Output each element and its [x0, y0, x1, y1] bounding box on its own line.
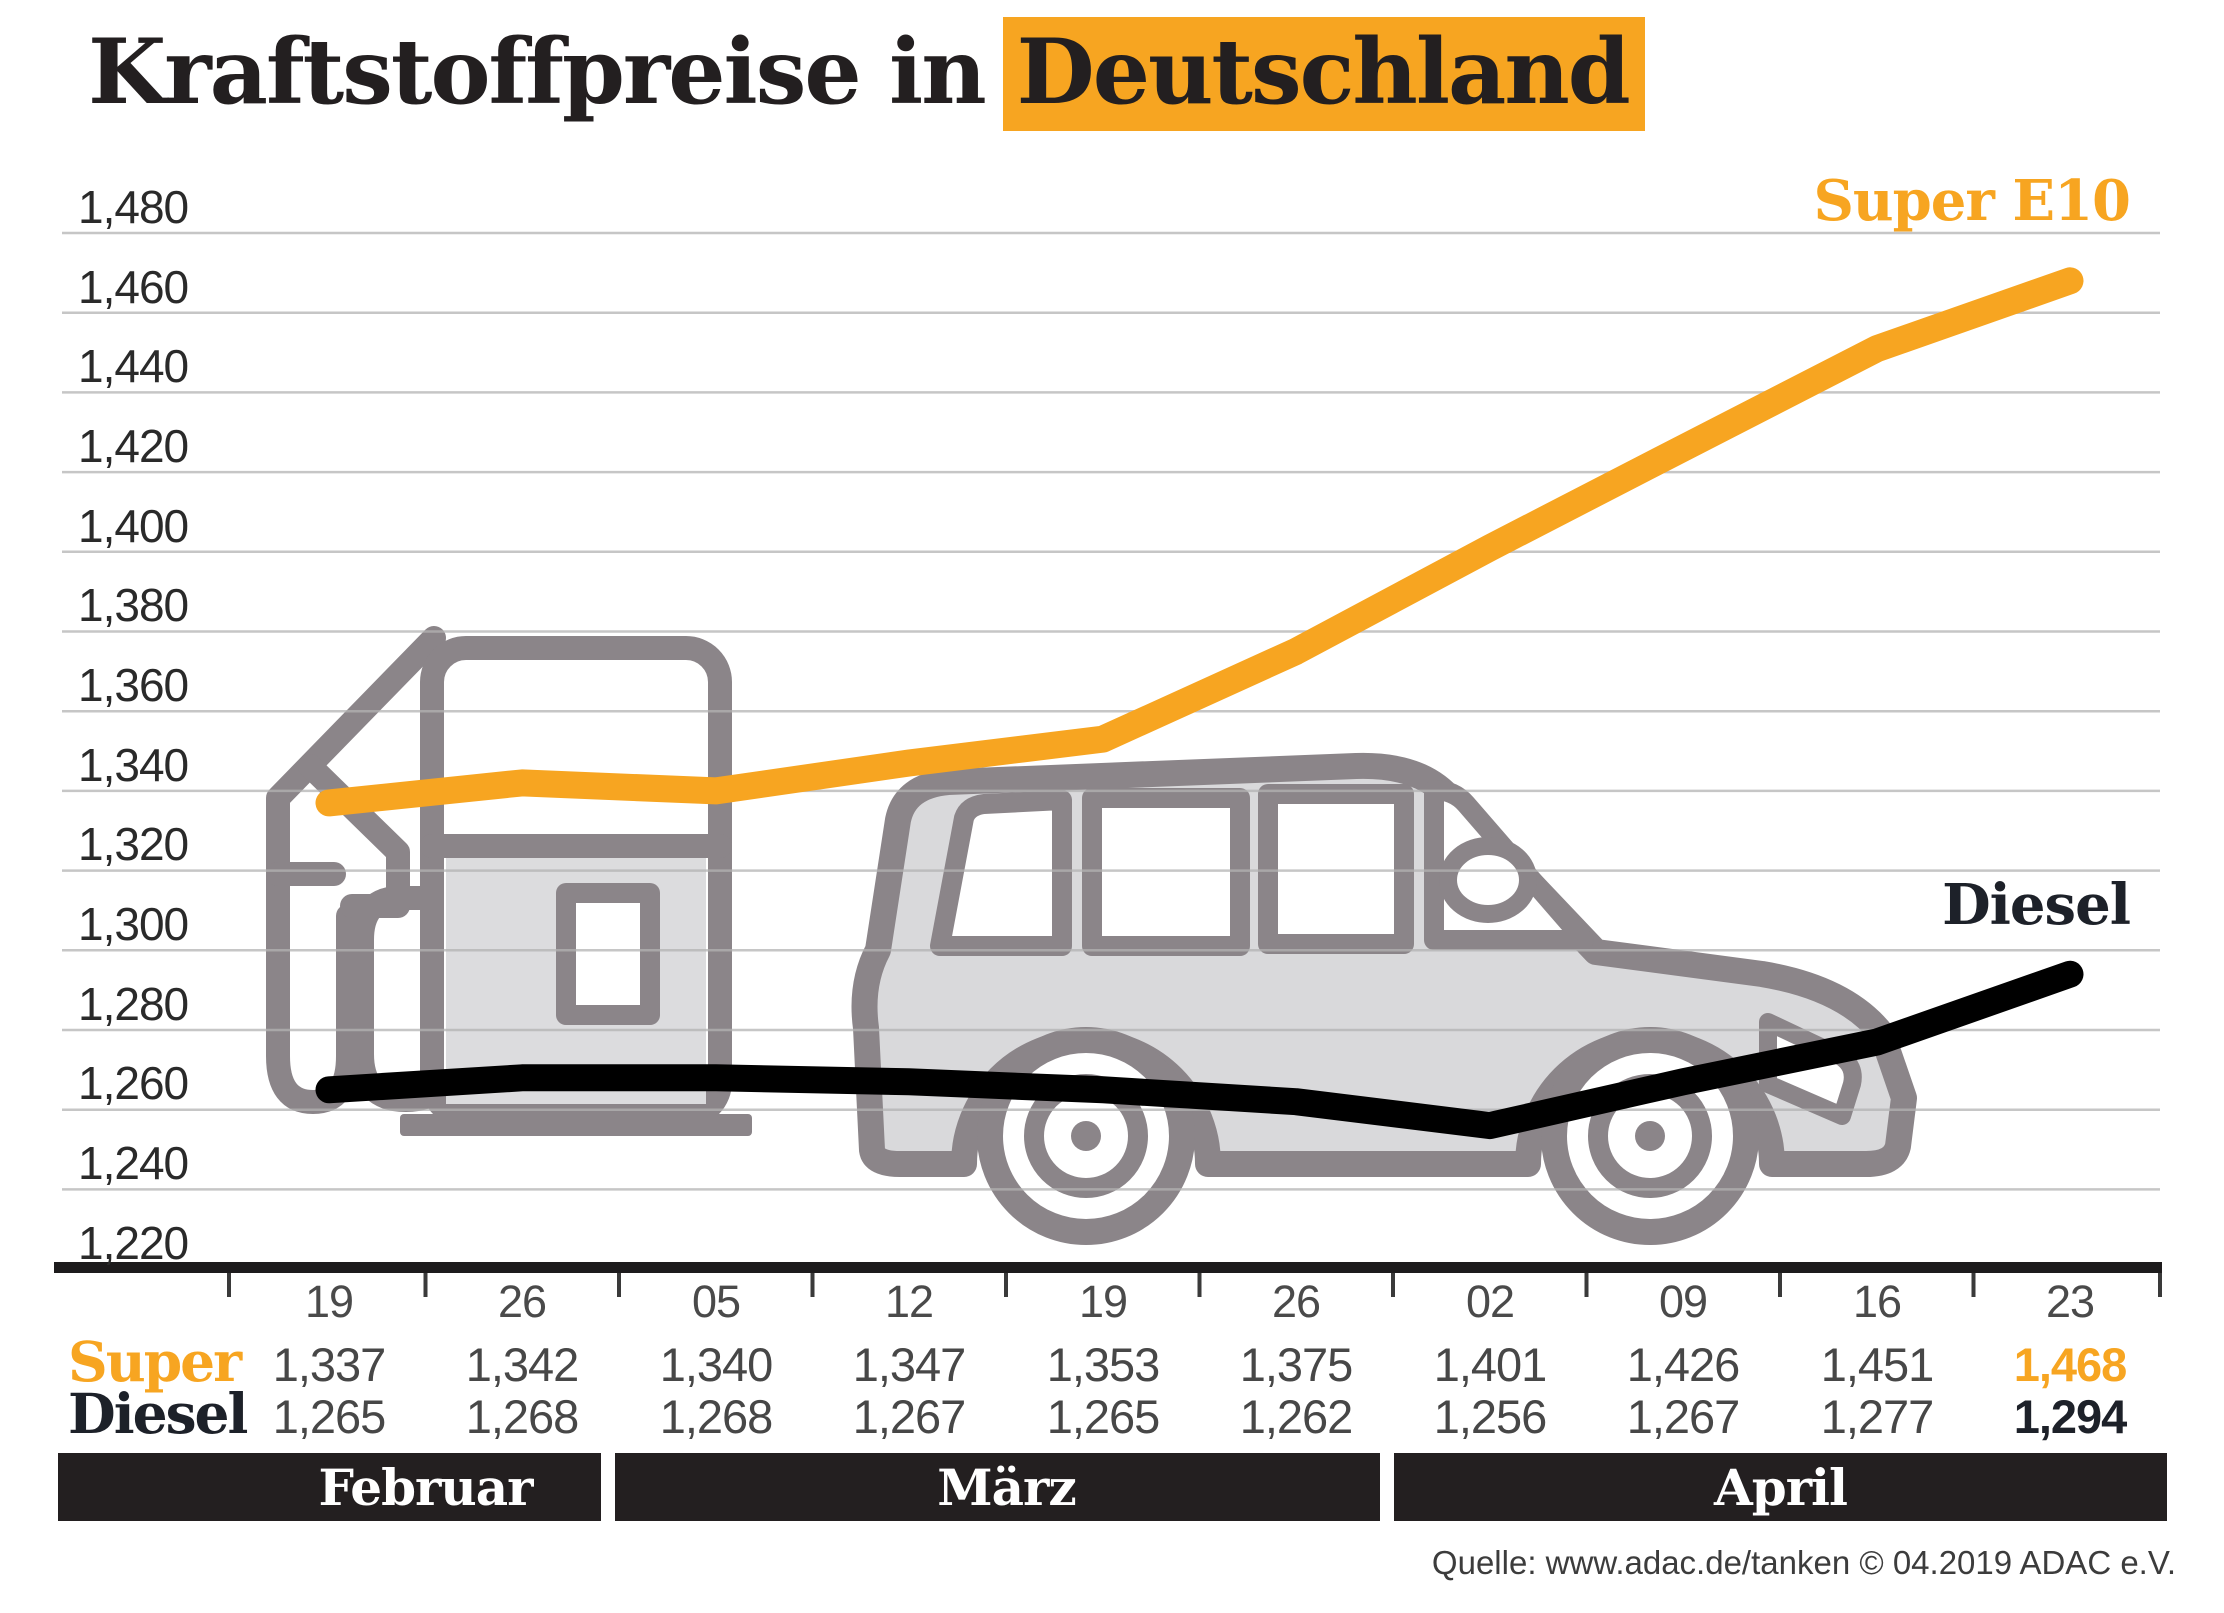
x-tick-label: 26	[1271, 1276, 1321, 1327]
diesel-value: 1,268	[659, 1390, 774, 1443]
source-credit: Quelle: www.adac.de/tanken © 04.2019 ADA…	[1431, 1544, 2176, 1581]
super-e10-line	[315, 267, 2084, 817]
x-tick-label: 19	[1078, 1276, 1128, 1327]
y-tick-label: 1,300	[78, 898, 189, 950]
y-tick-label: 1,240	[78, 1137, 189, 1189]
month-band-april: April	[1394, 1453, 2167, 1521]
month-band-maerz: März	[615, 1453, 1380, 1521]
x-tick-label: 19	[304, 1276, 354, 1327]
month-label: März	[937, 1457, 1076, 1517]
super-value: 1,342	[465, 1338, 580, 1391]
super-value: 1,401	[1433, 1338, 1548, 1391]
x-tick-label: 16	[1852, 1276, 1902, 1327]
diesel-value: 1,265	[1046, 1390, 1161, 1443]
diesel-value: 1,277	[1820, 1390, 1935, 1443]
super-value-latest: 1,468	[2013, 1338, 2128, 1391]
row-label-diesel: Diesel	[68, 1381, 248, 1446]
diesel-value: 1,267	[1626, 1390, 1741, 1443]
y-tick-label: 1,400	[78, 500, 189, 552]
diesel-value: 1,262	[1239, 1390, 1354, 1443]
diesel-value-latest: 1,294	[2013, 1390, 2128, 1443]
page-title: Kraftstoffpreise in Deutschland	[88, 17, 1645, 131]
y-tick-label: 1,320	[78, 818, 189, 870]
super-value: 1,375	[1239, 1338, 1354, 1391]
x-axis-ticks	[227, 1273, 2162, 1297]
car-icon	[851, 752, 1917, 1245]
month-label: April	[1713, 1457, 1848, 1517]
diesel-value: 1,267	[852, 1390, 967, 1443]
car-mirror	[1439, 837, 1537, 923]
legend-diesel: Diesel	[1942, 872, 2131, 938]
car-window-rear	[930, 790, 1072, 956]
x-tick-label: 05	[691, 1276, 741, 1327]
y-tick-label: 1,480	[78, 181, 189, 233]
row-label-super: Super	[68, 1329, 242, 1394]
x-tick-label: 23	[2045, 1276, 2095, 1327]
car-wheel-rear	[977, 1027, 1195, 1245]
fuel-pump-icon	[266, 626, 752, 1136]
super-value: 1,451	[1820, 1338, 1935, 1391]
diesel-value: 1,268	[465, 1390, 580, 1443]
pump-door	[556, 883, 660, 1025]
super-value: 1,337	[272, 1338, 387, 1391]
y-tick-label: 1,360	[78, 659, 189, 711]
y-tick-label: 1,440	[78, 340, 189, 392]
legend-super-e10: Super E10	[1813, 168, 2131, 234]
car-window-mid2	[1258, 784, 1414, 954]
y-tick-label: 1,260	[78, 1057, 189, 1109]
y-tick-label: 1,220	[78, 1217, 189, 1269]
x-tick-label: 12	[884, 1276, 934, 1327]
series-lines	[315, 267, 2084, 1140]
diesel-value: 1,265	[272, 1390, 387, 1443]
x-tick-label: 26	[497, 1276, 547, 1327]
super-value: 1,426	[1626, 1338, 1741, 1391]
diesel-line	[315, 960, 2084, 1140]
y-tick-label: 1,460	[78, 261, 189, 313]
title-highlight: Deutschland	[1002, 17, 1645, 131]
month-band-februar: Februar	[58, 1453, 601, 1521]
super-value: 1,340	[659, 1338, 774, 1391]
y-tick-label: 1,420	[78, 420, 189, 472]
y-tick-label: 1,280	[78, 978, 189, 1030]
y-tick-label: 1,380	[78, 579, 189, 631]
diesel-value: 1,256	[1433, 1390, 1548, 1443]
x-tick-label: 02	[1465, 1276, 1515, 1327]
x-tick-label: 09	[1658, 1276, 1708, 1327]
month-label: Februar	[318, 1457, 534, 1517]
super-value: 1,347	[852, 1338, 967, 1391]
super-value: 1,353	[1046, 1338, 1161, 1391]
title-prefix: Kraftstoffpreise in	[88, 19, 987, 125]
y-tick-label: 1,340	[78, 739, 189, 791]
pump-base	[400, 1114, 752, 1136]
car-window-mid1	[1082, 788, 1250, 956]
x-axis-bar	[54, 1262, 2162, 1273]
